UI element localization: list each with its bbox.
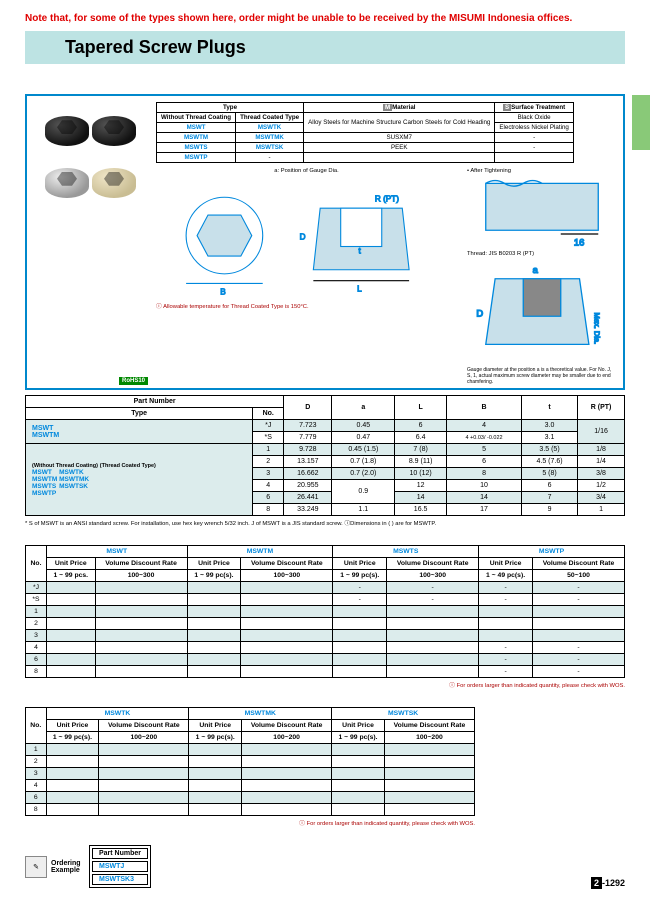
gauge-diagram: a Max. Dia. D: [467, 260, 617, 363]
svg-text:a: a: [533, 265, 539, 275]
side-tab: [632, 95, 650, 150]
spec-footnote: * S of MSWT is an ANSI standard screw. F…: [25, 518, 625, 527]
svg-text:R (PT): R (PT): [375, 194, 399, 203]
rohs-badge: RoHS10: [119, 377, 148, 385]
price-table-2: No.MSWTKMSWTMKMSWTSK Unit PriceVolume Di…: [25, 707, 475, 816]
temp-note: Allowable temperature for Thread Coated …: [156, 301, 457, 310]
ordering-icon: ✎: [25, 856, 47, 878]
product-photo: [33, 102, 148, 212]
svg-text:B: B: [220, 287, 226, 296]
price1-footnote: For orders larger than indicated quantit…: [25, 680, 625, 689]
dimension-diagram: B L R (PT) t D: [156, 174, 457, 297]
ordering-example: ✎ Ordering Example Part NumberMSWTJMSWTS…: [25, 845, 151, 888]
thread-std-label: Thread: JIS B0203 R (PT): [467, 251, 617, 257]
svg-text:D: D: [300, 233, 306, 242]
gauge-note: Gauge diameter at the position a is a th…: [467, 367, 617, 385]
overview-panel: RoHS10 TypeMMaterialSSurface Treatment W…: [25, 94, 625, 390]
page-number: 2-1292: [591, 878, 625, 888]
svg-text:16: 16: [574, 237, 584, 247]
svg-text:D: D: [476, 308, 483, 318]
type-material-table: TypeMMaterialSSurface Treatment Without …: [156, 102, 574, 163]
tightening-diagram: 16: [467, 174, 617, 249]
spec-table: Part NumberDaLBtR (PT) TypeNo. MSWTMSWTM…: [25, 395, 625, 516]
notice-text: Note that, for some of the types shown h…: [25, 12, 625, 25]
svg-text:Max. Dia.: Max. Dia.: [593, 313, 602, 345]
price-table-1: No.MSWTMSWTMMSWTSMSWTP Unit PriceVolume …: [25, 545, 625, 678]
svg-text:L: L: [357, 285, 362, 294]
page-title: Tapered Screw Plugs: [25, 31, 625, 64]
price2-footnote: For orders larger than indicated quantit…: [25, 818, 475, 827]
